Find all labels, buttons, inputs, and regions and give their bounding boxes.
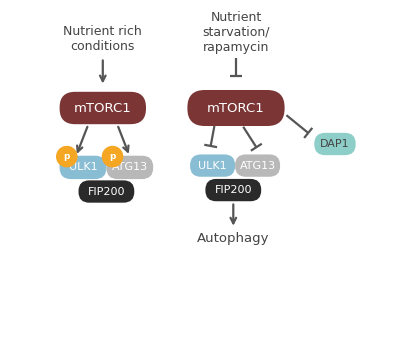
Text: Nutrient rich
conditions: Nutrient rich conditions — [64, 25, 142, 53]
Text: mTORC1: mTORC1 — [207, 102, 265, 114]
FancyBboxPatch shape — [78, 180, 134, 203]
Text: Nutrient
starvation/
rapamycin: Nutrient starvation/ rapamycin — [202, 11, 270, 54]
FancyBboxPatch shape — [60, 92, 146, 124]
Text: ULK1: ULK1 — [69, 162, 97, 172]
FancyBboxPatch shape — [60, 156, 106, 179]
Text: p: p — [109, 152, 116, 161]
Text: mTORC1: mTORC1 — [74, 102, 132, 114]
Text: FIP200: FIP200 — [88, 186, 125, 197]
FancyBboxPatch shape — [235, 154, 280, 177]
Text: ATG13: ATG13 — [112, 162, 148, 172]
Circle shape — [102, 147, 122, 167]
Text: FIP200: FIP200 — [214, 185, 252, 195]
Text: p: p — [64, 152, 70, 161]
FancyBboxPatch shape — [314, 133, 356, 155]
Text: DAP1: DAP1 — [320, 139, 350, 149]
Text: ATG13: ATG13 — [240, 161, 276, 171]
FancyBboxPatch shape — [190, 154, 235, 177]
FancyBboxPatch shape — [187, 90, 285, 126]
Text: ULK1: ULK1 — [198, 161, 227, 171]
FancyBboxPatch shape — [206, 179, 261, 201]
Circle shape — [57, 147, 77, 167]
Text: Autophagy: Autophagy — [197, 232, 270, 245]
FancyBboxPatch shape — [106, 156, 153, 179]
